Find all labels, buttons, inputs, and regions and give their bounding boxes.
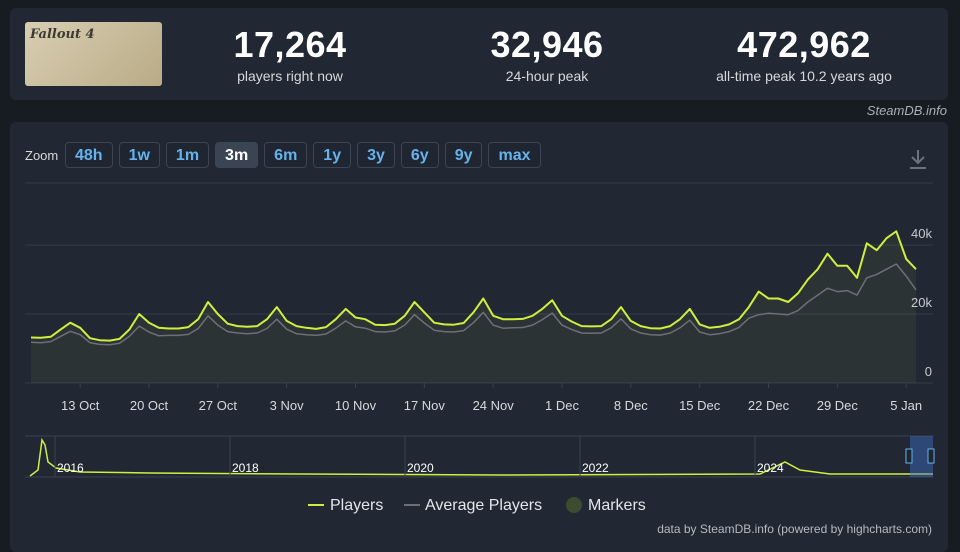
x-tick-label: 5 Jan [890, 398, 922, 413]
zoom-button[interactable]: 9y [444, 142, 483, 168]
navigator [25, 435, 935, 478]
stats-panel [10, 8, 948, 100]
legend-label[interactable]: Average Players [425, 497, 542, 514]
legend-swatch [566, 497, 582, 513]
x-tick-label: 15 Dec [679, 398, 721, 413]
x-tick-label: 27 Oct [199, 398, 238, 413]
credit[interactable]: data by SteamDB.info (powered by highcha… [657, 522, 932, 536]
navigator-label: 2016 [57, 461, 84, 475]
source[interactable]: SteamDB.info [866, 103, 947, 118]
legend-label[interactable]: Markers [588, 497, 646, 514]
zoom-button[interactable]: 1m [165, 142, 210, 168]
y-tick-label: 40k [911, 226, 932, 241]
x-tick-label: 29 Dec [817, 398, 859, 413]
legend-label[interactable]: Players [330, 497, 383, 514]
x-tick-label: 8 Dec [614, 398, 648, 413]
navigator-handle[interactable] [905, 448, 913, 464]
navigator-line [29, 437, 933, 477]
navigator-label: 2018 [232, 461, 259, 475]
stat-label: players right now [237, 68, 343, 84]
stat: 17,264 players right now [170, 24, 410, 84]
stat-value: 32,946 [490, 24, 604, 65]
zoom-label: Zoom [25, 148, 59, 163]
zoom-button[interactable]: 6m [264, 142, 308, 168]
x-tick-label: 1 Dec [545, 398, 579, 413]
players-area [31, 231, 916, 383]
navigator-handle[interactable] [927, 448, 935, 464]
stat-label: all-time peak 10.2 years ago [716, 68, 892, 84]
chart-panel [10, 122, 948, 552]
stat-value: 472,962 [737, 24, 871, 65]
navigator-window[interactable] [910, 436, 933, 477]
zoom-button[interactable]: 3m [215, 142, 259, 168]
navigator-label: 2022 [582, 461, 609, 475]
average-line [30, 263, 917, 346]
x-tick-label: 10 Nov [335, 398, 377, 413]
x-tick-label: 17 Nov [404, 398, 446, 413]
x-tick-label: 3 Nov [270, 398, 304, 413]
zoom-button[interactable]: 6y [400, 142, 439, 168]
navigator-label: 2024 [757, 461, 784, 475]
stat-value: 17,264 [233, 24, 347, 65]
zoom-button[interactable]: 3y [357, 142, 395, 168]
y-tick-label: 0 [925, 364, 932, 379]
y-tick-label: 20k [911, 295, 932, 310]
stat: 472,962 all-time peak 10.2 years ago [684, 24, 924, 84]
zoom-button[interactable]: 1w [118, 142, 160, 168]
download-icon[interactable] [910, 150, 926, 169]
game-image: Fallout 4 [25, 22, 162, 86]
navigator-label: 2020 [407, 461, 434, 475]
players-line [30, 230, 917, 342]
zoom-button[interactable]: 48h [65, 142, 113, 168]
game-logo-text: Fallout 4 [30, 27, 95, 42]
stat-label: 24-hour peak [505, 68, 589, 84]
x-tick-label: 24 Nov [473, 398, 515, 413]
x-tick-label: 22 Dec [748, 398, 790, 413]
x-tick-label: 20 Oct [130, 398, 169, 413]
zoom-button[interactable]: 1y [313, 142, 352, 168]
stat: 32,946 24-hour peak [427, 24, 667, 84]
x-tick-label: 13 Oct [61, 398, 100, 413]
zoom-button[interactable]: max [488, 142, 541, 168]
